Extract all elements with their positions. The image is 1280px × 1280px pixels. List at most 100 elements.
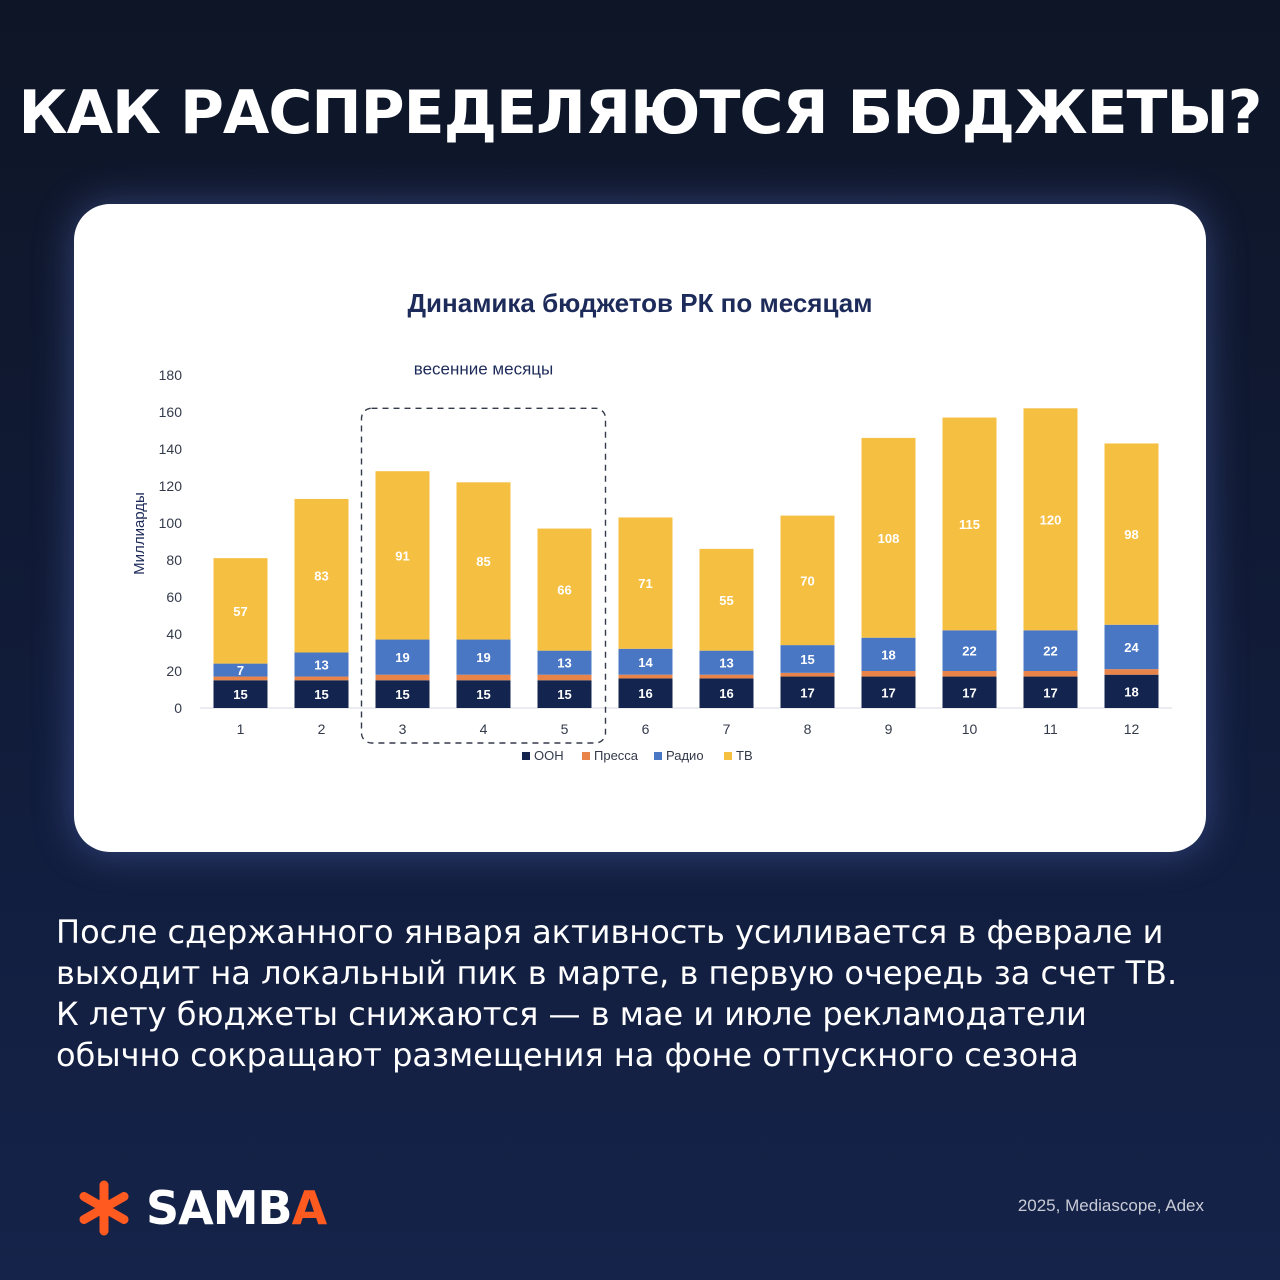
data-label: 15 [314, 687, 328, 702]
bar-segment [861, 637, 916, 671]
source-note: 2025, Mediascope, Adex [1017, 1196, 1204, 1215]
description-line: выходит на локальный пик в марте, в перв… [56, 954, 1178, 992]
description-line: обычно сокращают размещения на фоне отпу… [56, 1036, 1079, 1074]
y-tick-label: 160 [159, 404, 183, 420]
bar-segment [780, 515, 835, 646]
legend-label: Радио [666, 748, 704, 763]
y-tick-label: 140 [159, 441, 183, 457]
chart-title: Динамика бюджетов РК по месяцам [408, 288, 873, 318]
data-label: 71 [638, 576, 652, 591]
y-tick-label: 80 [166, 552, 182, 568]
data-label: 70 [800, 573, 814, 588]
y-tick-label: 20 [166, 663, 182, 679]
bar-segment [456, 639, 511, 675]
bar-segment [942, 671, 997, 677]
bar-segment [699, 674, 754, 679]
data-label: 19 [395, 650, 409, 665]
bar-segment [861, 676, 916, 708]
data-label: 22 [962, 644, 976, 659]
bar-segment [213, 680, 268, 708]
x-tick-label: 7 [723, 721, 731, 737]
asterisk-icon [79, 1180, 129, 1236]
bar-segment [1104, 443, 1159, 625]
description-line: К лету бюджеты снижаются — в мае и июле … [56, 995, 1087, 1033]
bar-segment [456, 680, 511, 708]
data-label: 17 [962, 685, 976, 700]
x-tick-label: 3 [399, 721, 407, 737]
legend-label: ТВ [736, 748, 753, 763]
y-tick-label: 100 [159, 515, 183, 531]
bar-segment [537, 680, 592, 708]
bar-segment [942, 676, 997, 708]
x-tick-label: 4 [480, 721, 488, 737]
bar-segment [294, 680, 349, 708]
bar-segment [618, 678, 673, 708]
data-label: 115 [959, 517, 980, 532]
y-tick-label: 40 [166, 626, 182, 642]
bar-segment [942, 417, 997, 631]
bar-segment [861, 671, 916, 677]
legend-label: Пресса [594, 748, 639, 763]
data-label: 14 [638, 655, 653, 670]
bar-segment [537, 528, 592, 651]
bar-segment [375, 680, 430, 708]
data-label: 91 [395, 548, 409, 563]
data-label: 83 [314, 569, 328, 584]
bar-segment [942, 630, 997, 671]
bar-segment [618, 674, 673, 679]
data-label: 15 [233, 687, 247, 702]
data-label: 55 [719, 593, 733, 608]
bar-segment [1023, 676, 1078, 708]
logo-wordmark: SAMBA [146, 1181, 327, 1235]
bar-segment [213, 663, 268, 677]
bar-segment [1023, 408, 1078, 631]
x-tick-label: 8 [804, 721, 812, 737]
data-label: 108 [878, 531, 900, 546]
samba-logo: SAMBA [76, 1180, 327, 1236]
bar-segment [537, 674, 592, 681]
y-tick-label: 60 [166, 589, 182, 605]
bar-segment [780, 645, 835, 673]
x-tick-label: 12 [1124, 721, 1140, 737]
bar-segment [294, 676, 349, 681]
bar-segment [213, 676, 268, 681]
chart-card: Динамика бюджетов РК по месяцам Миллиарды… [74, 204, 1206, 852]
logo-main: SAMB [146, 1181, 293, 1235]
data-label: 19 [476, 650, 490, 665]
data-label: 15 [395, 687, 409, 702]
legend-swatch [582, 752, 590, 760]
legend-swatch [522, 752, 530, 760]
data-label: 120 [1040, 512, 1062, 527]
legend-swatch [654, 752, 662, 760]
data-label: 13 [719, 656, 733, 671]
data-label: 17 [1043, 685, 1057, 700]
bar-segment [780, 676, 835, 708]
y-axis-label: Миллиарды [131, 492, 148, 575]
x-tick-label: 10 [962, 721, 978, 737]
x-tick-label: 5 [561, 721, 569, 737]
data-label: 13 [557, 656, 571, 671]
data-label: 85 [476, 554, 490, 569]
bar-segment [375, 674, 430, 681]
bar-segment [294, 498, 349, 653]
bar-segment [1104, 624, 1159, 670]
data-label: 18 [1124, 684, 1138, 699]
data-label: 57 [233, 604, 247, 619]
x-tick-label: 6 [642, 721, 650, 737]
bar-segment [1104, 669, 1159, 675]
bar-segment [375, 639, 430, 675]
description-line: После сдержанного января активность усил… [56, 913, 1164, 951]
description-text: После сдержанного января активность усил… [56, 912, 1216, 1076]
bar-segment [456, 674, 511, 681]
data-label: 16 [719, 686, 733, 701]
data-label: 17 [800, 685, 814, 700]
data-label: 13 [314, 658, 328, 673]
page-title: КАК РАСПРЕДЕЛЯЮТСЯ БЮДЖЕТЫ? [18, 78, 1263, 148]
data-label: 15 [476, 687, 490, 702]
bar-segment [618, 517, 673, 649]
legend-swatch [724, 752, 732, 760]
legend-label: ООН [534, 748, 564, 763]
y-tick-label: 120 [159, 478, 183, 494]
data-label: 15 [800, 652, 814, 667]
y-tick-label: 180 [159, 367, 183, 383]
